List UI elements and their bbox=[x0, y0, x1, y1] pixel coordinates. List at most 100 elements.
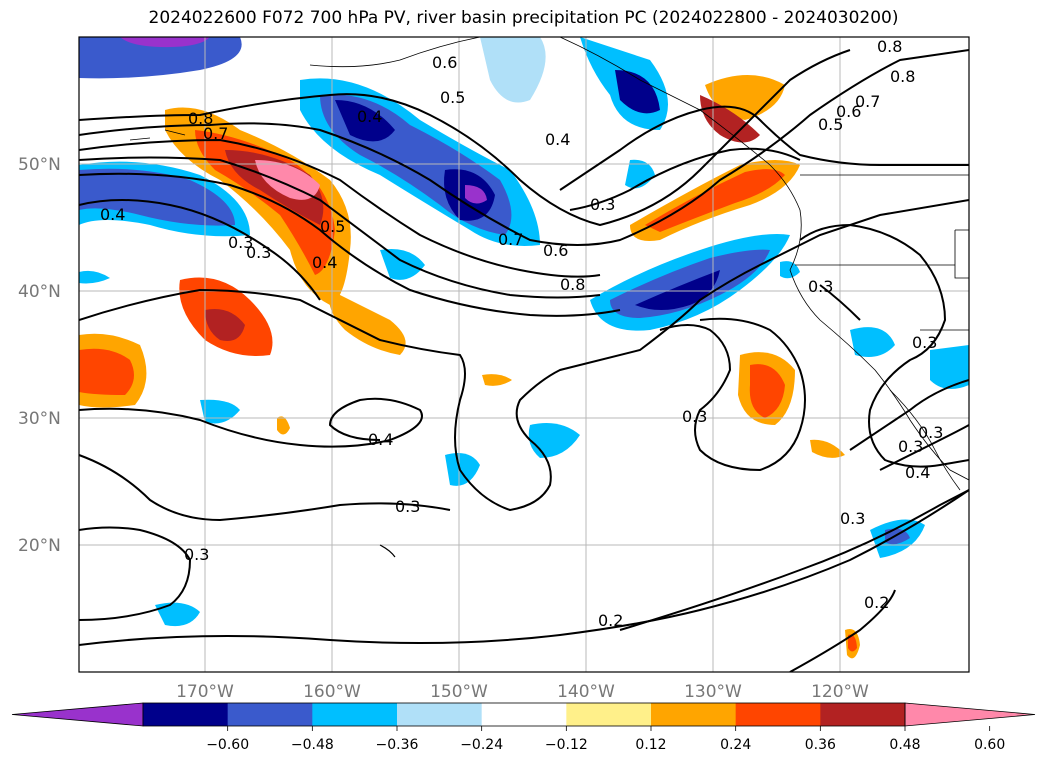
positive-anomaly bbox=[277, 416, 290, 435]
graticule bbox=[79, 37, 969, 672]
contour-label: 0.8 bbox=[890, 67, 915, 86]
colorbar-segment bbox=[312, 703, 398, 726]
negative-anomaly bbox=[445, 452, 480, 486]
colorbar-tick-label: 0.12 bbox=[635, 737, 666, 753]
contour-label: 0.2 bbox=[598, 611, 623, 630]
lon-label: 140°W bbox=[557, 682, 615, 702]
colorbar-tick-label: −0.36 bbox=[376, 737, 419, 753]
lat-label: 20°N bbox=[18, 536, 61, 556]
contour-label: 0.3 bbox=[395, 497, 420, 516]
colorbar-segment bbox=[143, 703, 229, 726]
lat-label: 50°N bbox=[18, 155, 61, 175]
contour-label: 0.7 bbox=[203, 124, 228, 143]
contour-label: 0.3 bbox=[840, 509, 865, 528]
contour-label: 0.3 bbox=[228, 233, 253, 252]
positive-anomaly bbox=[645, 169, 785, 232]
colorbar: −0.60 −0.48 −0.36 −0.24 −0.12 0.12 0.24 0.36 0.4… bbox=[11, 702, 1036, 753]
negative-anomaly bbox=[120, 37, 210, 48]
contour-label: 0.3 bbox=[184, 545, 209, 564]
negative-anomaly bbox=[885, 528, 910, 545]
lon-label: 160°W bbox=[303, 682, 361, 702]
colorbar-segment bbox=[227, 703, 313, 726]
contour-label: 0.8 bbox=[188, 109, 213, 128]
contour-label: 0.2 bbox=[864, 593, 889, 612]
negative-anomaly bbox=[155, 602, 200, 627]
positive-anomaly bbox=[79, 348, 134, 395]
contour-label: 0.3 bbox=[912, 333, 937, 352]
positive-anomaly bbox=[482, 374, 512, 386]
pv-contours bbox=[79, 49, 969, 672]
lat-label: 30°N bbox=[18, 409, 61, 429]
contour-label: 0.4 bbox=[357, 107, 382, 126]
colorbar-tick-label: 0.24 bbox=[720, 737, 751, 753]
positive-anomaly bbox=[329, 290, 406, 355]
colorbar-extend-min bbox=[11, 702, 144, 727]
negative-anomaly bbox=[465, 185, 487, 204]
contour-label: 0.7 bbox=[855, 92, 880, 111]
precip-anomaly-shading bbox=[79, 37, 969, 659]
colorbar-segment bbox=[820, 703, 906, 726]
contour-label: 0.4 bbox=[905, 463, 930, 482]
colorbar-tick-label: 0.36 bbox=[805, 737, 836, 753]
contour-label: 0.5 bbox=[440, 88, 465, 107]
positive-anomaly bbox=[810, 439, 845, 458]
contour-labels: 0.8 0.6 0.5 0.4 0.3 0.8 0.7 0.8 0.7 0.6 … bbox=[100, 37, 943, 630]
colorbar-segment bbox=[481, 703, 567, 726]
colorbar-tick-label: −0.12 bbox=[545, 737, 588, 753]
colorbar-tick-label: −0.24 bbox=[460, 737, 503, 753]
colorbar-tick-label: 0.60 bbox=[974, 737, 1005, 753]
colorbar-segment bbox=[735, 703, 821, 726]
lon-label: 170°W bbox=[176, 682, 234, 702]
contour-label: 0.6 bbox=[543, 241, 568, 260]
longitude-labels: 170°W 160°W 150°W 140°W 130°W 120°W bbox=[176, 682, 869, 702]
colorbar-extend-max bbox=[904, 702, 1036, 727]
contour-label: 0.6 bbox=[836, 102, 861, 121]
contour-label: 0.5 bbox=[818, 115, 843, 134]
colorbar-tick-label: 0.48 bbox=[889, 737, 920, 753]
positive-anomaly bbox=[749, 364, 785, 418]
contour-label: 0.4 bbox=[100, 205, 125, 224]
negative-anomaly bbox=[380, 249, 425, 280]
positive-anomaly bbox=[255, 160, 320, 200]
colorbar-tick-label: −0.60 bbox=[206, 737, 249, 753]
contour-label: 0.4 bbox=[312, 253, 337, 272]
contour-label: 0.3 bbox=[918, 423, 943, 442]
colorbar-tick-label: −0.48 bbox=[291, 737, 334, 753]
contour-label: 0.3 bbox=[898, 437, 923, 456]
lon-label: 150°W bbox=[430, 682, 488, 702]
positive-anomaly bbox=[195, 130, 335, 275]
contour-label: 0.5 bbox=[320, 217, 345, 236]
colorbar-segment bbox=[397, 703, 483, 726]
negative-anomaly bbox=[480, 37, 546, 103]
negative-anomaly bbox=[930, 345, 969, 389]
lat-label: 40°N bbox=[18, 282, 61, 302]
contour-label: 0.3 bbox=[808, 277, 833, 296]
contour-label: 0.4 bbox=[368, 430, 393, 449]
negative-anomaly bbox=[850, 327, 895, 358]
contour-label: 0.3 bbox=[246, 243, 271, 262]
contour-label: 0.8 bbox=[560, 275, 585, 294]
latitude-labels: 50°N 40°N 30°N 20°N bbox=[18, 155, 61, 556]
coastlines bbox=[129, 37, 969, 558]
negative-anomaly bbox=[79, 37, 242, 79]
colorbar-segment bbox=[651, 703, 737, 726]
negative-anomaly bbox=[79, 270, 110, 284]
map-title: 2024022600 F072 700 hPa PV, river basin … bbox=[148, 8, 899, 28]
contour-label: 0.6 bbox=[432, 53, 457, 72]
positive-anomaly bbox=[205, 309, 245, 341]
contour-label: 0.4 bbox=[545, 130, 570, 149]
colorbar-frame bbox=[142, 702, 906, 727]
contour-label: 0.3 bbox=[682, 407, 707, 426]
lon-label: 120°W bbox=[811, 682, 869, 702]
lon-label: 130°W bbox=[684, 682, 742, 702]
contour-label: 0.8 bbox=[877, 37, 902, 56]
map-frame bbox=[78, 36, 970, 673]
map-area: 0.8 0.6 0.5 0.4 0.3 0.8 0.7 0.8 0.7 0.6 … bbox=[79, 37, 969, 672]
contour-label: 0.3 bbox=[590, 195, 615, 214]
negative-anomaly bbox=[615, 70, 660, 114]
colorbar-segment bbox=[566, 703, 652, 726]
contour-label: 0.7 bbox=[498, 230, 523, 249]
positive-anomaly bbox=[848, 634, 857, 652]
negative-anomaly bbox=[528, 422, 580, 458]
negative-anomaly bbox=[335, 100, 395, 142]
